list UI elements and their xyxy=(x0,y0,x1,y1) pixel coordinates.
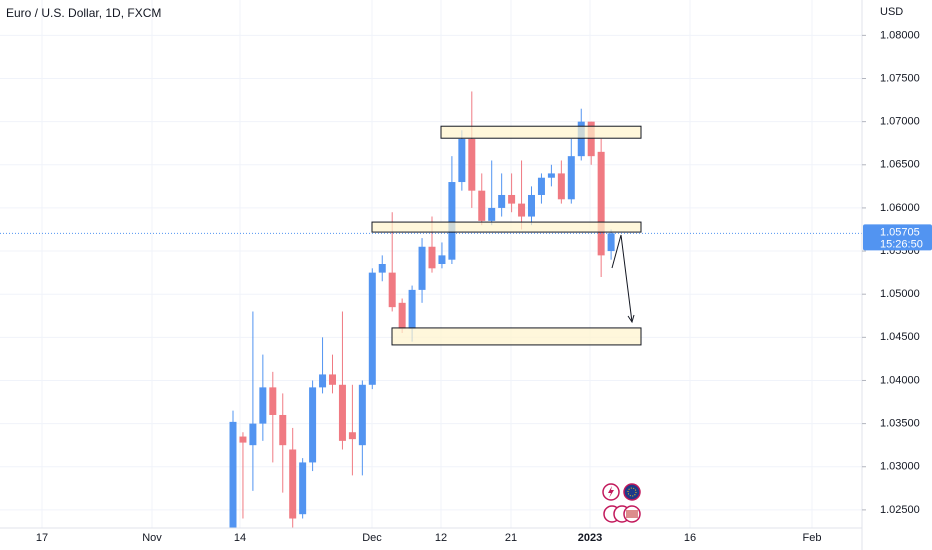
candle-body xyxy=(319,374,327,388)
candle-body xyxy=(547,173,555,178)
candle-body xyxy=(428,246,436,269)
y-tick-label: 1.05000 xyxy=(880,288,920,300)
candle-body xyxy=(508,194,516,204)
candle-body xyxy=(388,272,396,308)
x-tick-label: 16 xyxy=(684,532,696,544)
candle-body xyxy=(338,384,346,441)
event-icons xyxy=(602,483,641,523)
y-tick-label: 1.03500 xyxy=(880,418,920,430)
y-tick-label: 1.07000 xyxy=(880,116,920,128)
zone xyxy=(391,327,642,346)
y-tick-label: 1.08000 xyxy=(880,29,920,41)
x-tick-label: 21 xyxy=(505,532,517,544)
last-price-label: 1.05705 xyxy=(880,226,920,238)
y-tick-label: 1.04500 xyxy=(880,331,920,343)
candle-body xyxy=(537,177,545,195)
candle-body xyxy=(289,449,297,519)
x-tick-label: 2023 xyxy=(578,532,602,544)
plot-area xyxy=(0,0,862,528)
candle-body xyxy=(418,246,426,290)
currency: USD xyxy=(880,6,903,18)
candle-body xyxy=(448,182,456,260)
candle-body xyxy=(348,432,356,440)
countdown: 15:26:50 xyxy=(880,238,923,250)
x-tick-label: Nov xyxy=(142,532,162,544)
y-tick-label: 1.04000 xyxy=(880,374,920,386)
candle-body xyxy=(597,151,605,256)
candle-body xyxy=(259,387,267,424)
candle-body xyxy=(468,138,476,191)
x-tick-label: 14 xyxy=(234,532,246,544)
last-price-box xyxy=(863,224,932,251)
zone xyxy=(440,125,642,139)
candle-body xyxy=(329,374,336,385)
candle-body xyxy=(279,414,287,446)
candle-body xyxy=(408,289,416,329)
candle-body xyxy=(458,138,466,183)
candle-body xyxy=(309,387,317,463)
y-tick-label: 1.03000 xyxy=(880,461,920,473)
candle-body xyxy=(518,203,526,217)
candle-body xyxy=(229,421,237,528)
candle-body xyxy=(368,272,376,385)
candle-body xyxy=(299,462,307,515)
candle-body xyxy=(557,173,565,200)
candle-body xyxy=(358,384,366,446)
candle-body xyxy=(528,194,535,217)
x-tick-label: 17 xyxy=(36,532,48,544)
candle-body xyxy=(577,121,585,157)
x-tick-label: Feb xyxy=(803,532,822,544)
candle-body xyxy=(488,207,496,221)
y-tick-label: 1.02500 xyxy=(880,504,920,516)
candle-body xyxy=(249,423,257,446)
chart-title: Euro / U.S. Dollar, 1D, FXCM xyxy=(6,6,161,20)
arrow xyxy=(611,234,635,324)
y-tick-label: 1.07500 xyxy=(880,72,920,84)
candle-body xyxy=(269,387,277,415)
candle-body xyxy=(478,190,486,221)
candle-body xyxy=(587,121,595,157)
y-tick-label: 1.06500 xyxy=(880,159,920,171)
y-tick-label: 1.06000 xyxy=(880,202,920,214)
candle-body xyxy=(378,264,386,273)
x-tick-label: 12 xyxy=(435,532,447,544)
candle-body xyxy=(498,194,506,208)
zone xyxy=(371,221,642,233)
candle-body xyxy=(438,255,446,264)
candle-body xyxy=(239,436,247,443)
candle-body xyxy=(398,302,406,329)
candle-body xyxy=(607,233,615,252)
candle-body xyxy=(567,156,575,200)
x-tick-label: Dec xyxy=(362,532,382,544)
